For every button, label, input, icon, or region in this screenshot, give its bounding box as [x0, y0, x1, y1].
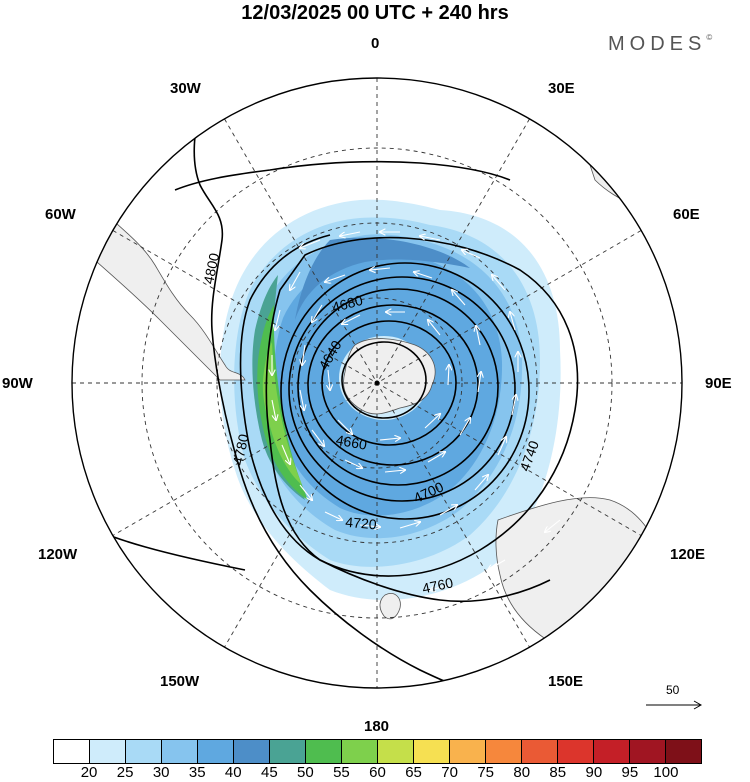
- map-disc: 4640 4660 4680 4700 4720 4740 4760 4780 …: [72, 78, 682, 688]
- colorbar-cell: [306, 740, 342, 763]
- contour-4700: [297, 288, 499, 486]
- colorbar-label: 60: [369, 764, 386, 781]
- colorbar-cell: [666, 740, 701, 763]
- label-4720: 4720: [345, 514, 378, 533]
- africa-tip: [589, 152, 646, 206]
- colorbar-cell: [558, 740, 594, 763]
- south-america: [72, 189, 246, 381]
- colorbar-cell: [414, 740, 450, 763]
- colorbar-label: 100: [653, 764, 679, 781]
- colorbar-cell: [270, 740, 306, 763]
- colorbar-cell: [126, 740, 162, 763]
- colorbar-label: 30: [152, 764, 170, 781]
- label-4780: 4780: [230, 432, 252, 466]
- wind-reference-label: 50: [666, 683, 680, 697]
- arrow-right-head: [693, 700, 703, 710]
- colorbar-label: 20: [80, 764, 98, 781]
- colorbar-labels: 20 25 30 35 40 45 50 55 60 65 70 75 80 85 90 95 100: [53, 764, 702, 782]
- shade-55-60: [262, 342, 302, 485]
- colorbar-label: 80: [513, 764, 531, 781]
- meridian-label-30w: 30W: [170, 80, 201, 97]
- shade-40-45: [295, 237, 470, 320]
- contour-4680: [307, 304, 479, 466]
- meridian-label-60e: 60E: [673, 206, 700, 223]
- wind-reference: [646, 700, 703, 710]
- meridian-label-120e: 120E: [670, 546, 706, 563]
- colorbar-cell: [522, 740, 558, 763]
- contour-4660: [321, 320, 457, 446]
- label-4660: 4660: [335, 432, 369, 453]
- contour-4800: [193, 104, 471, 688]
- contour-north-arc: [174, 160, 511, 191]
- label-4680: 4680: [330, 292, 364, 316]
- meridian-label-90w: 90W: [2, 375, 33, 392]
- colorbar-label: 75: [477, 764, 494, 781]
- south-pole-dot: [374, 380, 380, 386]
- meridian-label-0: 0: [371, 35, 380, 52]
- colorbar: [53, 739, 702, 764]
- meridian-label-150e: 150E: [548, 673, 584, 690]
- colorbar-label: 50: [297, 764, 314, 781]
- meridian-label-120w: 120W: [38, 546, 78, 563]
- colorbar-cell: [234, 740, 270, 763]
- new-zealand: [379, 593, 401, 620]
- australia: [495, 497, 667, 659]
- wind-vectors: [272, 232, 561, 590]
- label-4800: 4800: [200, 251, 222, 285]
- contour-west-arc: [74, 519, 246, 571]
- colorbar-label: 35: [188, 764, 206, 781]
- meridian-label-150w: 150W: [160, 673, 200, 690]
- colorbar-cell: [90, 740, 126, 763]
- colorbar-cell: [378, 740, 414, 763]
- meridian-label-60w: 60W: [45, 206, 76, 223]
- label-4760: 4760: [421, 574, 455, 596]
- colorbar-cell: [594, 740, 630, 763]
- colorbar-label: 40: [224, 764, 242, 781]
- colorbar-label: 65: [405, 764, 422, 781]
- colorbar-cell: [162, 740, 198, 763]
- contour-4760: [265, 236, 579, 577]
- colorbar-cell: [486, 740, 522, 763]
- meridian-label-90e: 90E: [705, 375, 732, 392]
- colorbar-label: 45: [260, 764, 278, 781]
- colorbar-cell: [54, 740, 90, 763]
- map-boundary: [71, 77, 683, 689]
- colorbar-label: 25: [116, 764, 134, 781]
- brand-logo: MODES©: [608, 33, 712, 56]
- colorbar-label: 85: [549, 764, 567, 781]
- colorbar-cell: [342, 740, 378, 763]
- brand-text: MODES: [608, 33, 707, 55]
- colorbar-label: 70: [441, 764, 458, 781]
- polar-map: 4640 4660 4680 4700 4720 4740 4760 4780 …: [71, 77, 703, 710]
- colorbar-cell: [630, 740, 666, 763]
- contour-4740: [280, 262, 530, 520]
- colorbar-cell: [198, 740, 234, 763]
- brand-mark: ©: [706, 33, 713, 42]
- meridian-label-180: 180: [364, 718, 390, 735]
- map-title: 12/03/2025 00 UTC + 240 hrs: [241, 2, 509, 24]
- contour-4720: [288, 276, 516, 502]
- colorbar-label: 90: [585, 764, 603, 781]
- colorbar-cell: [450, 740, 486, 763]
- meridian-label-30e: 30E: [548, 80, 575, 97]
- contour-4780: [239, 234, 551, 603]
- contour-4640: [341, 341, 427, 419]
- colorbar-label: 55: [333, 764, 350, 781]
- colorbar-label: 95: [621, 764, 639, 781]
- height-contours: [74, 104, 579, 688]
